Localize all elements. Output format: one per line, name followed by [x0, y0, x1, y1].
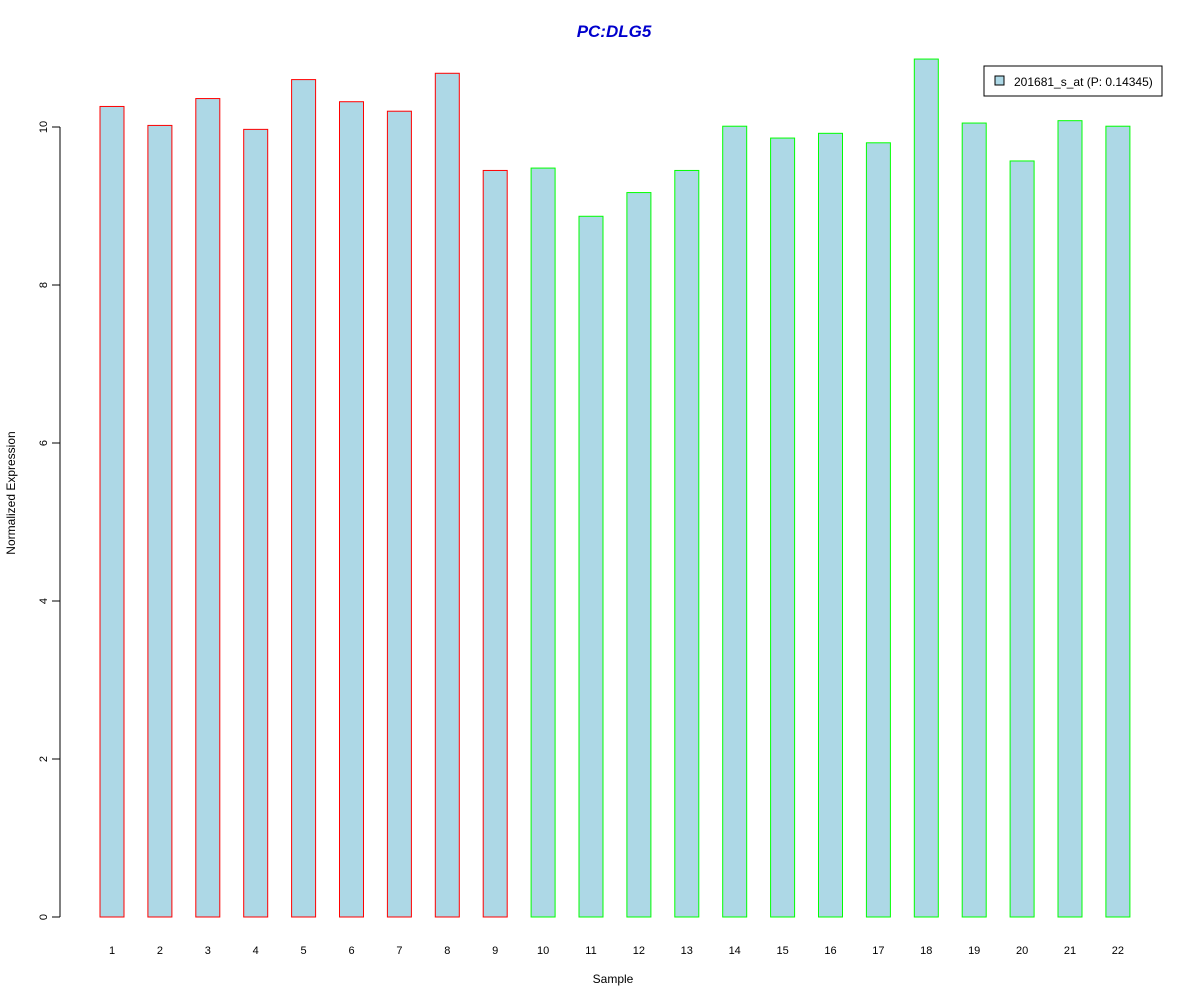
x-tick-label: 10: [537, 945, 549, 957]
y-tick-label: 2: [38, 756, 50, 762]
bar: [530, 167, 556, 918]
bar: [1057, 120, 1083, 918]
x-tick-label: 12: [633, 945, 645, 957]
y-tick-label: 0: [38, 914, 50, 920]
bar: [961, 122, 987, 918]
x-tick-label: 11: [585, 945, 596, 957]
y-axis-label: Normalized Expression: [4, 431, 18, 554]
x-tick-label: 5: [301, 945, 307, 957]
bar: [818, 132, 843, 918]
bar: [386, 110, 412, 918]
x-tick-label: 1: [109, 945, 115, 957]
y-tick-label: 4: [38, 598, 50, 604]
y-tick-label: 6: [38, 440, 50, 446]
x-tick-label: 6: [348, 945, 354, 957]
x-tick-label: 21: [1064, 945, 1076, 957]
bar: [1009, 160, 1035, 918]
x-tick-label: 18: [920, 945, 932, 957]
y-tick-label: 8: [38, 282, 50, 288]
bar: [913, 58, 939, 918]
x-tick-label: 2: [157, 945, 163, 957]
bar: [147, 124, 173, 918]
x-tick-label: 14: [729, 945, 741, 957]
bar: [339, 101, 364, 918]
bar: [578, 215, 604, 918]
bar: [434, 72, 460, 918]
legend-label: 201681_s_at (P: 0.14345): [1014, 75, 1153, 89]
x-tick-label: 20: [1016, 945, 1028, 957]
x-tick-label: 19: [968, 945, 980, 957]
bar: [674, 169, 700, 918]
bars-group: [99, 58, 1131, 918]
bar: [865, 142, 891, 918]
legend-box: [983, 65, 1163, 97]
y-tick-label: 10: [38, 121, 50, 133]
bar: [195, 98, 221, 918]
bar: [482, 169, 508, 918]
x-tick-label: 17: [872, 945, 884, 957]
x-tick-label: 3: [205, 945, 211, 957]
x-tick-label: 7: [396, 945, 402, 957]
bar: [243, 128, 269, 918]
x-tick-label: 22: [1112, 945, 1124, 957]
legend-swatch: [994, 75, 1005, 86]
x-tick-label: 13: [681, 945, 693, 957]
x-tick-label: 9: [492, 945, 498, 957]
y-axis: 0 2 4 6 8 10: [38, 121, 61, 920]
x-tick-labels: 1 2 3 4 5 6 7 8 9 10 11 12 13 14 15 16 17 18 19 20 21 22: [109, 945, 1124, 957]
legend: 201681_s_at (P: 0.14345): [983, 65, 1163, 97]
bar: [291, 79, 317, 918]
bar: [770, 137, 796, 918]
x-tick-label: 4: [253, 945, 259, 957]
x-tick-label: 15: [776, 945, 788, 957]
x-tick-label: 16: [824, 945, 836, 957]
bar: [99, 105, 125, 918]
x-axis-label: Sample: [593, 972, 634, 986]
x-tick-label: 8: [444, 945, 450, 957]
chart-title: PC:DLG5: [577, 22, 652, 41]
bar: [626, 192, 652, 918]
bar: [1105, 125, 1131, 918]
bar: [722, 125, 748, 918]
